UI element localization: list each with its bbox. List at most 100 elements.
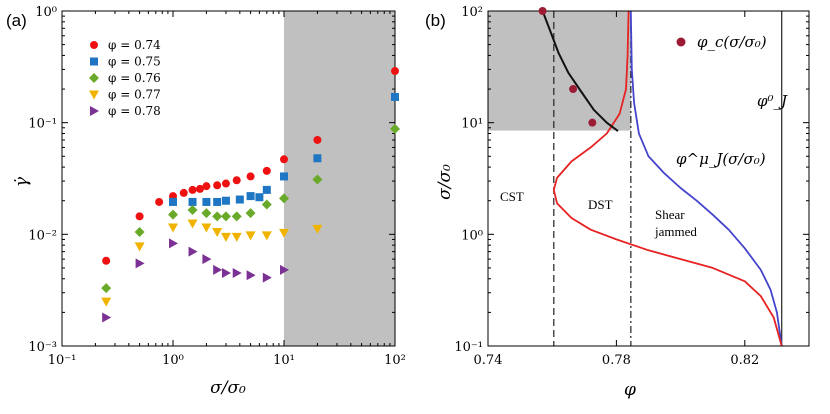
a-data-point: [279, 228, 289, 238]
a-data-point: [231, 211, 242, 222]
a-legend-label: φ = 0.74: [108, 38, 161, 52]
a-data-point: [101, 297, 112, 307]
b-data-point: [588, 118, 597, 127]
a-data-point: [246, 270, 256, 281]
a-data-point: [312, 174, 323, 185]
a-data-point: [169, 197, 177, 206]
a-data-point: [155, 197, 164, 206]
a-data-point: [390, 123, 400, 134]
a-data-point: [168, 223, 178, 233]
b-data-point: [569, 85, 578, 94]
a-shaded-region: [284, 11, 395, 346]
a-legend-label: φ = 0.77: [108, 88, 161, 102]
a-data-point: [101, 283, 112, 294]
a-y-tick-label: 10⁻¹: [28, 117, 57, 132]
a-data-point: [245, 208, 256, 219]
a-data-point: [221, 268, 231, 279]
b-curve-0: [629, 10, 783, 347]
a-legend: φ = 0.74 φ = 0.75 φ = 0.76 φ = 0.77 φ = 0.78: [89, 38, 161, 118]
a-data-point: [202, 182, 211, 191]
b-curve-2: [541, 10, 619, 132]
b-y-axis-label: σ/σ₀: [435, 164, 455, 200]
b-legend-label: φ_c(σ/σ₀): [697, 33, 767, 51]
a-data-point: [262, 185, 271, 194]
a-data-point: [195, 184, 204, 193]
a-y-tick-label: 10⁻²: [28, 228, 57, 243]
b-data-point: [538, 7, 547, 15]
a-data-point: [391, 92, 399, 101]
a-data-point: [188, 197, 197, 206]
b-curve-1: [552, 10, 783, 347]
a-data-point: [279, 193, 289, 204]
region-label-cst: CST: [500, 189, 524, 204]
a-legend-marker: [89, 90, 99, 100]
b-legend-marker: [676, 37, 686, 47]
a-data-point: [262, 166, 271, 175]
a-x-tick-label: 10⁻¹: [48, 353, 77, 368]
a-data-point: [201, 208, 212, 219]
a-data-point: [232, 176, 241, 185]
a-data-point: [262, 272, 272, 283]
a-y-axis-label: γ̇: [12, 176, 32, 187]
a-data-point: [135, 258, 145, 269]
a-data-point: [261, 231, 272, 241]
a-data-point: [213, 197, 222, 206]
a-data-point: [212, 211, 223, 222]
a-data-point: [245, 231, 256, 241]
a-data-point: [213, 181, 222, 190]
a-legend-marker: [90, 106, 99, 116]
a-data-point: [246, 192, 255, 201]
a-panel-label: (a): [6, 11, 27, 30]
a-legend-label: φ = 0.78: [108, 104, 161, 118]
a-data-point: [212, 227, 223, 237]
a-data-point: [188, 185, 197, 194]
a-data-point: [255, 193, 264, 202]
a-y-tick-label: 10⁰: [35, 5, 57, 20]
label-phi-j-mu: φ^μ_J(σ/σ₀): [676, 150, 766, 168]
b-y-tick-label: 10⁻¹: [454, 340, 483, 355]
a-data-point: [102, 312, 112, 323]
a-data-point: [134, 242, 145, 252]
region-label-jammed: jammed: [654, 224, 697, 239]
panel-a: 10⁻¹ 10⁰ 10¹ 10² 10⁻³ 10⁻² 10⁻¹ 10⁰ (a) σ/σ₀ γ̇…: [6, 5, 406, 398]
a-data-point: [187, 219, 198, 229]
a-data-point: [169, 238, 178, 249]
a-data-point: [202, 254, 212, 265]
a-data-point: [221, 196, 230, 205]
a-plot-frame: [61, 10, 396, 347]
a-legend-marker: [90, 41, 98, 49]
b-panel-label: (b): [425, 11, 446, 30]
a-data-point: [188, 246, 198, 257]
a-data-point: [313, 154, 322, 163]
a-data-point: [391, 67, 399, 76]
a-x-tick-label: 10⁰: [162, 353, 184, 368]
a-data-point: [280, 155, 288, 164]
a-data-point: [313, 135, 322, 144]
a-x-tick-label: 10²: [384, 353, 406, 368]
a-data-point: [220, 232, 231, 242]
a-data-point: [135, 212, 144, 221]
a-data-point: [312, 224, 323, 234]
panel-b: 0.74 0.78 0.82 10⁻¹ 10⁰ 10¹ 10² (b) φ σ/σ₀ CST…: [425, 5, 810, 400]
b-x-tick-label: 0.74: [474, 353, 503, 368]
a-data-point: [201, 223, 212, 233]
a-data-point: [179, 188, 188, 197]
a-x-tick-label: 10¹: [273, 353, 295, 368]
b-plot-frame: [487, 10, 810, 347]
a-legend-label: φ = 0.76: [108, 71, 161, 85]
a-data-point: [187, 205, 198, 216]
label-phi-j0: φ⁰_J: [757, 92, 788, 110]
a-y-tick-label: 10⁻³: [28, 340, 57, 355]
a-data-point: [220, 211, 231, 222]
a-data-point: [134, 226, 145, 237]
a-legend-label: φ = 0.75: [108, 55, 161, 69]
b-y-tick-label: 10¹: [461, 117, 483, 132]
a-data-point: [213, 264, 223, 275]
b-x-tick-label: 0.78: [602, 353, 631, 368]
a-data-point: [231, 232, 242, 242]
a-data-point: [280, 264, 289, 275]
a-data-point: [261, 199, 272, 210]
region-label-dst: DST: [588, 197, 613, 212]
a-data-point: [280, 172, 288, 181]
